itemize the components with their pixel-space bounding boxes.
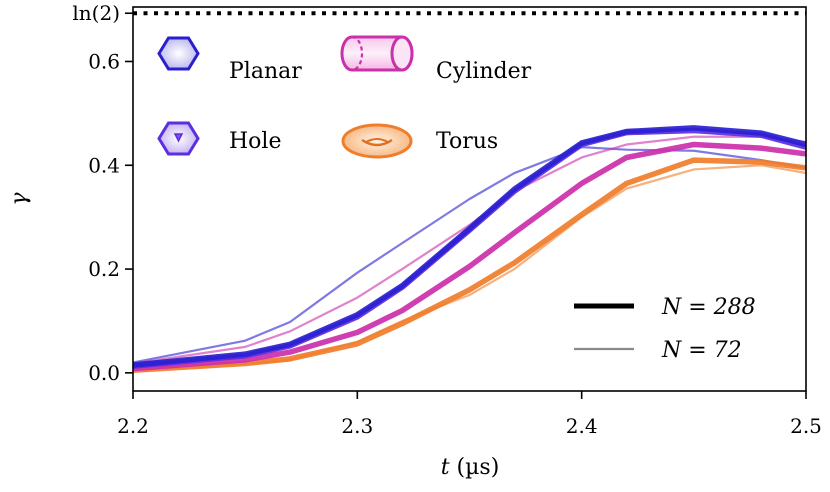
y-tick-label: 0.0	[88, 361, 120, 385]
y-tick-label: ln(2)	[72, 1, 120, 25]
series-line-cylinder-n288	[133, 141, 806, 372]
x-tick-label: 2.3	[341, 414, 373, 438]
series-line-torus-n288	[133, 157, 806, 373]
legend-label-torus: Torus	[436, 129, 498, 154]
legend-item-cylinder: Cylinder	[340, 35, 532, 84]
series-line-cylinder-n72	[133, 135, 806, 365]
x-tick-label: 2.5	[790, 414, 822, 438]
series-line-planar-n72	[133, 146, 806, 364]
y-axis: 0.0 0.2 0.4 0.6 ln(2)	[72, 1, 133, 385]
legend-label-planar: Planar	[229, 59, 302, 84]
y-tick-label: 0.4	[88, 153, 120, 177]
legend-label-n72: N = 72	[661, 338, 742, 363]
series-layer	[133, 125, 806, 373]
legend-item-planar: Planar	[157, 36, 302, 84]
torus-icon	[341, 123, 413, 159]
series-line-hole-n288	[133, 127, 806, 369]
y-tick-label: 0.2	[88, 257, 120, 281]
size-legend: N = 288 N = 72	[574, 295, 756, 363]
legend-label-cylinder: Cylinder	[436, 59, 532, 84]
hole-triangle-icon	[173, 133, 184, 143]
y-tick-label: 0.6	[88, 49, 120, 73]
hexagon-icon	[157, 36, 200, 71]
geometry-legend: Planar Cylinder Hole Torus	[157, 35, 532, 159]
legend-label-n288: N = 288	[661, 295, 756, 320]
legend-item-hole: Hole	[157, 121, 282, 156]
x-axis-label: t (µs)	[441, 455, 500, 480]
series-line-planar-n288	[133, 125, 806, 368]
x-tick-label: 2.2	[117, 414, 149, 438]
legend-item-torus: Torus	[341, 123, 498, 159]
plot-frame	[132, 6, 807, 392]
legend-label-hole: Hole	[229, 129, 282, 154]
x-axis: 2.2 2.3 2.4 2.5	[117, 391, 822, 438]
y-axis-label: γ	[7, 192, 32, 206]
cylinder-icon	[340, 35, 414, 72]
x-tick-label: 2.4	[566, 414, 598, 438]
